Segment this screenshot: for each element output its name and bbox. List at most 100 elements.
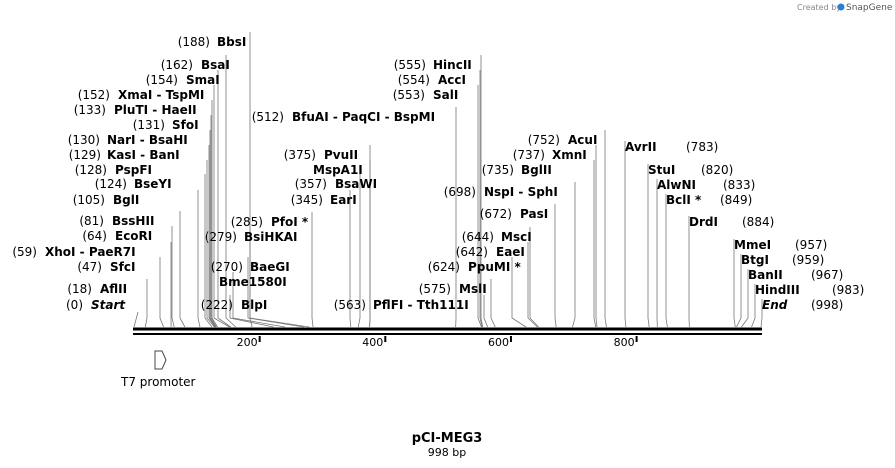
site-position: (554) xyxy=(398,73,430,87)
site-leader xyxy=(144,279,148,328)
site-name[interactable]: MscI xyxy=(501,230,532,244)
site-name[interactable]: BsaWI xyxy=(335,177,377,191)
site-name[interactable]: DrdI xyxy=(689,215,718,229)
site-name[interactable]: StuI xyxy=(648,163,675,177)
site-name[interactable]: BseYI xyxy=(134,177,172,191)
site-name[interactable]: AvrII xyxy=(625,140,657,154)
site-position: (957) xyxy=(795,238,827,252)
site-name[interactable]: XhoI - PaeR7I xyxy=(45,245,136,259)
site-name[interactable]: BanII xyxy=(748,268,783,282)
site-name[interactable]: MmeI xyxy=(734,238,771,252)
site-leader xyxy=(741,269,749,328)
site-name[interactable]: BglII xyxy=(521,163,552,177)
site-name[interactable]: Start xyxy=(91,298,126,312)
site-name[interactable]: MspA1I xyxy=(313,163,363,177)
site-name[interactable]: HincII xyxy=(433,58,472,72)
snapgene-logo-icon xyxy=(837,3,845,11)
site-leader xyxy=(213,85,230,328)
site-position: (18) xyxy=(67,282,92,296)
site-position: (698) xyxy=(444,185,476,199)
site-position: (64) xyxy=(82,229,107,243)
site-name[interactable]: BclI * xyxy=(666,193,702,207)
site-leader xyxy=(483,295,489,328)
site-name[interactable]: PluTI - HaeII xyxy=(114,103,197,117)
site-name[interactable]: SmaI xyxy=(186,73,220,87)
site-leader xyxy=(529,227,539,328)
site-name[interactable]: BsiHKAI xyxy=(244,230,298,244)
site-name[interactable]: EarI xyxy=(330,193,357,207)
site-position: (375) xyxy=(284,148,316,162)
tick-label: 600 xyxy=(488,336,509,349)
site-name[interactable]: AlwNI xyxy=(657,178,696,192)
site-name[interactable]: XmaI - TspMI xyxy=(118,88,204,102)
site-labels: (0) Start (18) AflII (47) SfcI (59) XhoI - PaeR… xyxy=(12,35,864,312)
site-leader xyxy=(211,100,218,328)
site-position: (644) xyxy=(462,230,494,244)
site-leader xyxy=(179,211,186,328)
site-name[interactable]: SfoI xyxy=(172,118,199,132)
site-name[interactable]: PvuII xyxy=(324,148,358,162)
site-name[interactable]: Bme1580I xyxy=(219,275,287,289)
site-position: (849) xyxy=(720,193,752,207)
site-name[interactable]: BbsI xyxy=(217,35,246,49)
site-name[interactable]: BaeGI xyxy=(250,260,290,274)
site-position: (81) xyxy=(79,214,104,228)
site-name[interactable]: AccI xyxy=(438,73,466,87)
site-name[interactable]: PfoI * xyxy=(271,215,309,229)
tick-label: 200 xyxy=(237,336,258,349)
dna-backbone xyxy=(133,327,762,335)
map-length: 998 bp xyxy=(428,446,466,459)
site-position: (642) xyxy=(456,245,488,259)
site-name[interactable]: XmnI xyxy=(552,148,587,162)
site-name[interactable]: MslI xyxy=(459,282,487,296)
site-leader xyxy=(171,226,175,328)
site-name[interactable]: NarI - BsaHI xyxy=(107,133,188,147)
t7-promoter-feature[interactable] xyxy=(154,350,167,370)
site-position: (222) xyxy=(201,298,233,312)
site-name[interactable]: PflFI - Tth111I xyxy=(373,298,469,312)
site-name[interactable]: BssHII xyxy=(112,214,154,228)
site-name[interactable]: PpuMI * xyxy=(468,260,522,274)
site-position: (624) xyxy=(428,260,460,274)
site-leader xyxy=(604,130,607,328)
site-leader xyxy=(133,311,139,328)
site-name[interactable]: BlpI xyxy=(241,298,267,312)
site-position: (575) xyxy=(419,282,451,296)
site-leader xyxy=(232,272,285,328)
site-leader xyxy=(511,257,527,328)
site-leader xyxy=(736,254,742,328)
site-name[interactable]: HindIII xyxy=(755,283,800,297)
site-position: (737) xyxy=(513,148,545,162)
site-name[interactable]: PspFI xyxy=(115,163,152,177)
credit-text: Created by xyxy=(797,3,841,12)
site-name[interactable]: BsaI xyxy=(201,58,230,72)
site-position: (105) xyxy=(73,193,105,207)
site-name[interactable]: BfuAI - PaqCI - BspMI xyxy=(292,110,435,124)
site-position: (884) xyxy=(742,215,774,229)
site-name[interactable]: KasI - BanI xyxy=(107,148,180,162)
site-name[interactable]: BtgI xyxy=(741,253,769,267)
site-leader xyxy=(159,257,164,328)
site-leader xyxy=(647,164,650,328)
site-name[interactable]: NspI - SphI xyxy=(484,185,558,199)
site-position: (129) xyxy=(69,148,101,162)
site-name[interactable]: EaeI xyxy=(496,245,525,259)
site-name[interactable]: AcuI xyxy=(568,133,597,147)
site-name[interactable]: SfcI xyxy=(110,260,135,274)
site-leader xyxy=(572,182,576,328)
site-name[interactable]: SalI xyxy=(433,88,458,102)
site-name[interactable]: AflII xyxy=(100,282,127,296)
site-position: (512) xyxy=(252,110,284,124)
site-position: (959) xyxy=(792,253,824,267)
site-leader xyxy=(208,145,216,328)
site-position: (357) xyxy=(295,177,327,191)
site-name[interactable]: EcoRI xyxy=(115,229,152,243)
site-leader xyxy=(480,55,484,328)
site-leader xyxy=(206,160,215,328)
site-name[interactable]: BglI xyxy=(113,193,139,207)
site-name[interactable]: PasI xyxy=(520,207,548,221)
site-name[interactable]: End xyxy=(762,298,788,312)
site-position: (735) xyxy=(482,163,514,177)
site-leader xyxy=(593,160,597,328)
